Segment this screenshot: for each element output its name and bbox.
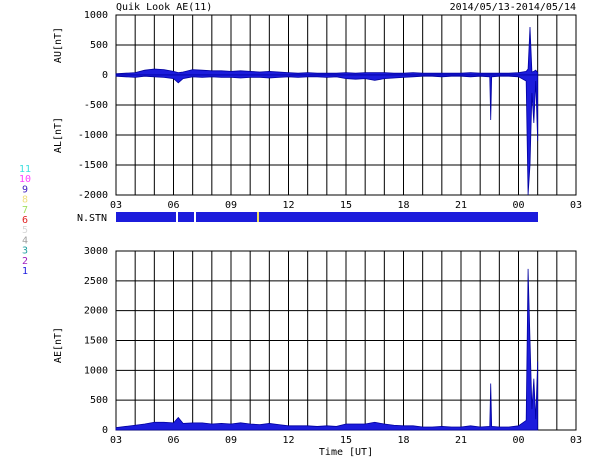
date-range: 2014/05/13-2014/05/14 — [450, 2, 576, 13]
area-series — [115, 74, 539, 196]
y-tick-label: -500 — [84, 100, 108, 111]
nstn-label: N.STN — [77, 213, 107, 224]
x-tick-label: 03 — [570, 435, 582, 446]
x-axis-title: Time [UT] — [319, 447, 373, 458]
station-legend-label: 6 — [22, 215, 28, 226]
station-legend-label: 7 — [22, 205, 28, 216]
y-tick-label: -1000 — [78, 130, 108, 141]
station-legend-label: 8 — [22, 195, 28, 206]
x-tick-label: 03 — [110, 200, 122, 211]
x-tick-label: 18 — [397, 435, 409, 446]
x-tick-label: 00 — [512, 200, 524, 211]
y-tick-label: 1000 — [84, 10, 108, 21]
x-tick-label: 09 — [225, 435, 237, 446]
y-axis-title: AE[nT] — [53, 327, 64, 363]
station-legend-label: 11 — [19, 164, 31, 175]
y-tick-label: 1000 — [84, 365, 108, 376]
x-tick-label: 03 — [110, 435, 122, 446]
x-tick-label: 06 — [167, 435, 179, 446]
x-tick-label: 18 — [397, 200, 409, 211]
station-legend-label: 3 — [22, 246, 28, 257]
y-tick-label: -2000 — [78, 190, 108, 201]
x-tick-label: 09 — [225, 200, 237, 211]
x-tick-label: 21 — [455, 435, 467, 446]
station-legend-label: 5 — [22, 225, 28, 236]
station-legend-label: 10 — [19, 174, 31, 185]
x-tick-label: 15 — [340, 435, 352, 446]
station-legend-label: 2 — [22, 256, 28, 267]
x-tick-label: 12 — [282, 435, 294, 446]
y-tick-label: 0 — [102, 70, 108, 81]
y-tick-label: 500 — [90, 40, 108, 51]
station-legend-label: 9 — [22, 184, 28, 195]
y-tick-label: 500 — [90, 395, 108, 406]
x-tick-label: 12 — [282, 200, 294, 211]
station-legend-label: 1 — [22, 266, 28, 277]
y-axis-title: AL[nT] — [53, 117, 64, 153]
x-tick-label: 00 — [512, 435, 524, 446]
area-series — [115, 26, 539, 76]
y-tick-label: 3000 — [84, 246, 108, 257]
y-axis-title: AU[nT] — [53, 27, 64, 63]
area-series — [115, 268, 539, 431]
y-tick-label: 2500 — [84, 276, 108, 287]
x-tick-label: 15 — [340, 200, 352, 211]
y-tick-label: -1500 — [78, 160, 108, 171]
chart-title: Quik Look AE(11) — [116, 2, 212, 13]
x-tick-label: 06 — [167, 200, 179, 211]
y-tick-label: 2000 — [84, 306, 108, 317]
station-legend-label: 4 — [22, 235, 28, 246]
y-tick-label: 1500 — [84, 336, 108, 347]
nstn-bar — [116, 212, 538, 222]
x-tick-label: 03 — [570, 200, 582, 211]
y-tick-label: 0 — [102, 425, 108, 436]
x-tick-label: 21 — [455, 200, 467, 211]
